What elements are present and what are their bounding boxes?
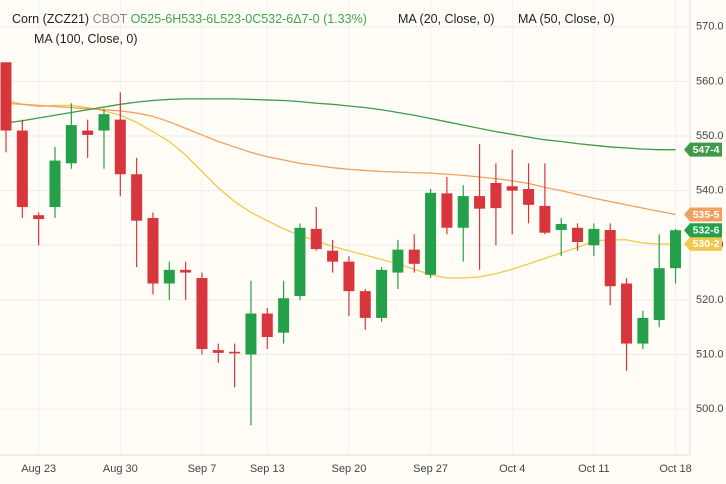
x-tick-label: Sep 13 xyxy=(250,463,285,475)
ohlc-close: C532-6 xyxy=(252,12,294,26)
candle-body xyxy=(49,160,61,208)
candle-body xyxy=(604,229,616,287)
candle-body xyxy=(474,196,486,209)
candle-body xyxy=(33,215,45,220)
candle-body xyxy=(588,228,600,246)
candle-body xyxy=(114,119,126,175)
candle-body xyxy=(343,261,355,292)
candle-body xyxy=(376,269,388,318)
candle-body xyxy=(82,130,94,135)
candle-body xyxy=(457,196,469,228)
candle-body xyxy=(490,182,502,209)
y-tick-label: 510.0 xyxy=(696,348,724,360)
candle-body xyxy=(670,230,682,269)
candle-body xyxy=(0,62,12,131)
candle-body xyxy=(131,174,143,221)
ma-line xyxy=(5,99,676,279)
x-tick-label: Oct 11 xyxy=(578,463,610,475)
ma-line xyxy=(5,98,676,151)
candle-body xyxy=(294,227,306,297)
x-tick-label: Aug 30 xyxy=(103,463,138,475)
candle-body xyxy=(653,268,665,321)
candle-body xyxy=(392,249,404,273)
ohlc-low: L523-0 xyxy=(213,12,253,26)
candle-body xyxy=(98,114,110,131)
price-tag: 532-6 xyxy=(684,223,722,238)
price-tag-box xyxy=(684,223,722,238)
candle-body xyxy=(16,130,28,208)
x-tick-label: Sep 20 xyxy=(331,463,366,475)
x-tick-label: Sep 7 xyxy=(188,463,217,475)
price-tag-label: 530-2 xyxy=(693,238,720,250)
candle-body xyxy=(180,269,192,273)
candle-body xyxy=(310,228,322,250)
legend-entry: MA (50, Close, 0) xyxy=(518,12,615,26)
price-tag: 530-2 xyxy=(684,236,722,251)
price-tag: 547-4 xyxy=(684,142,722,157)
legend-entry: MA (20, Close, 0) xyxy=(398,12,495,26)
y-tick-label: 570.0 xyxy=(696,21,724,33)
candle-body xyxy=(245,313,257,355)
candle-body xyxy=(327,250,339,262)
ohlc-change: Δ7-0 (1.33%) xyxy=(293,12,367,26)
price-tag-box xyxy=(684,207,722,222)
y-tick-label: 500.0 xyxy=(696,403,724,415)
candle-body xyxy=(539,205,551,233)
price-tag-box xyxy=(684,142,722,157)
x-tick-label: Oct 18 xyxy=(659,463,691,475)
exchange: CBOT xyxy=(92,12,128,26)
price-tag: 535-5 xyxy=(684,207,722,222)
candle-body xyxy=(572,227,584,242)
candle-body xyxy=(555,223,567,230)
candle-body xyxy=(637,317,649,344)
y-tick-label: 540.0 xyxy=(696,185,724,197)
y-tick-label: 550.0 xyxy=(696,130,724,142)
candle-body xyxy=(621,283,633,344)
candle-body xyxy=(523,188,535,205)
legend-entry: MA (100, Close, 0) xyxy=(34,32,138,46)
price-tag-label: 535-5 xyxy=(693,209,720,221)
ohlc-open: O525-6 xyxy=(130,12,173,26)
candle-body xyxy=(425,192,437,275)
candle-body xyxy=(147,217,159,284)
candle-body xyxy=(408,249,420,264)
candle-body xyxy=(196,278,208,350)
candle-body xyxy=(65,125,77,164)
price-tag-box xyxy=(684,236,722,251)
y-tick-label: 560.0 xyxy=(696,75,724,87)
candle-body xyxy=(506,186,518,191)
candle-body xyxy=(359,291,371,318)
candle-body xyxy=(163,269,175,284)
candle-body xyxy=(261,313,273,338)
price-tag-label: 547-4 xyxy=(693,144,720,156)
ohlc-high: H533-6 xyxy=(172,12,214,26)
candle-body xyxy=(441,193,453,228)
x-tick-label: Aug 23 xyxy=(21,463,56,475)
candle-body xyxy=(229,351,241,354)
x-tick-label: Oct 4 xyxy=(499,463,525,475)
price-tag-label: 532-6 xyxy=(693,225,720,237)
candle-body xyxy=(212,350,224,353)
ma-line xyxy=(5,102,676,216)
legend: Corn (ZCZ21) CBOT O525-6H533-6L523-0C532… xyxy=(12,9,652,49)
y-tick-label: 520.0 xyxy=(696,294,724,306)
symbol: Corn (ZCZ21) xyxy=(12,12,90,26)
x-tick-label: Sep 27 xyxy=(413,463,448,475)
candle-body xyxy=(278,298,290,333)
